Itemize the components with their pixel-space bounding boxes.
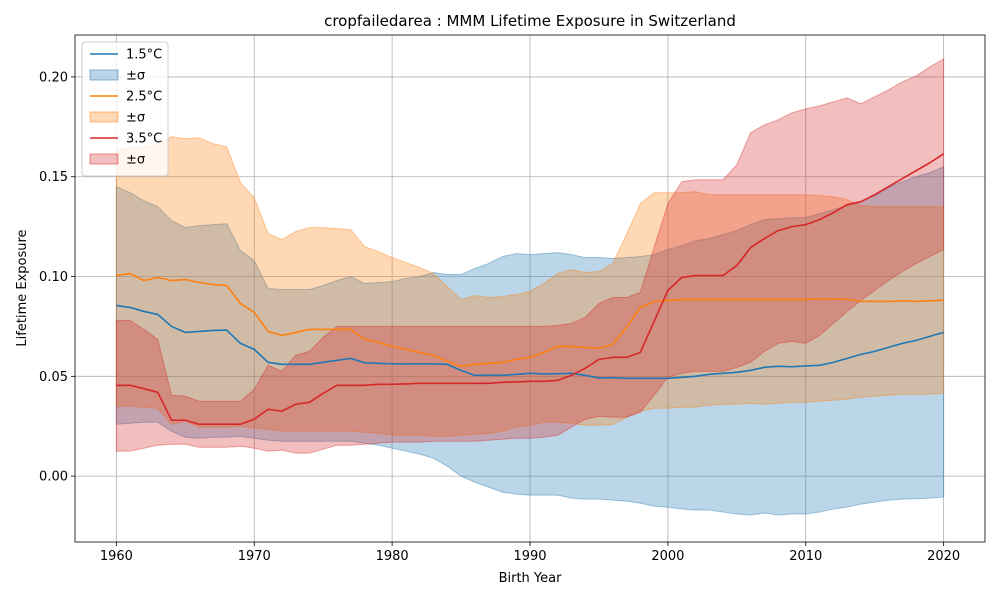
y-tick-label: 0.05 — [39, 370, 68, 385]
x-tick-label: 1970 — [238, 549, 271, 564]
legend-band-label: ±σ — [126, 69, 145, 84]
x-axis-label: Birth Year — [499, 571, 563, 586]
sigma-band-3 — [115, 58, 945, 454]
x-tick-label: 1960 — [100, 549, 133, 564]
legend-label: 2.5°C — [126, 90, 162, 105]
y-axis-ticks: 0.00 0.05 0.10 0.15 0.20 — [39, 70, 75, 485]
sigma-bands — [115, 58, 945, 516]
legend-label: 1.5°C — [126, 48, 162, 63]
series-lines — [116, 153, 945, 426]
x-tick-label: 2020 — [927, 549, 960, 564]
grid — [75, 35, 985, 542]
sigma-band-1 — [115, 165, 945, 516]
series-line-3 — [116, 153, 945, 426]
legend-band-swatch — [89, 111, 119, 123]
series-line-1 — [116, 304, 944, 380]
legend-band-swatch — [89, 69, 119, 81]
legend-label: 3.5°C — [126, 132, 162, 147]
legend-band-label: ±σ — [126, 153, 145, 168]
y-axis-label: Lifetime Exposure — [15, 229, 30, 346]
legend-band-label: ±σ — [126, 111, 145, 126]
x-tick-label: 1980 — [376, 549, 409, 564]
sigma-band-2 — [115, 136, 945, 437]
y-tick-label: 0.15 — [39, 170, 68, 185]
legend: 1.5°C ±σ 2.5°C ±σ 3.5°C ±σ — [81, 41, 169, 177]
chart-title: cropfailedarea : MMM Lifetime Exposure i… — [324, 12, 736, 30]
x-axis-ticks: 1960 1970 1980 1990 2000 2010 2020 — [100, 542, 960, 564]
x-tick-label: 2010 — [789, 549, 822, 564]
y-tick-label: 0.00 — [39, 470, 68, 485]
legend-band-swatch — [89, 153, 119, 165]
x-tick-label: 2000 — [651, 549, 684, 564]
legend-box — [81, 41, 169, 177]
y-tick-label: 0.10 — [39, 270, 68, 285]
y-tick-label: 0.20 — [39, 70, 68, 85]
x-tick-label: 1990 — [513, 549, 546, 564]
series-line-2 — [116, 272, 944, 368]
